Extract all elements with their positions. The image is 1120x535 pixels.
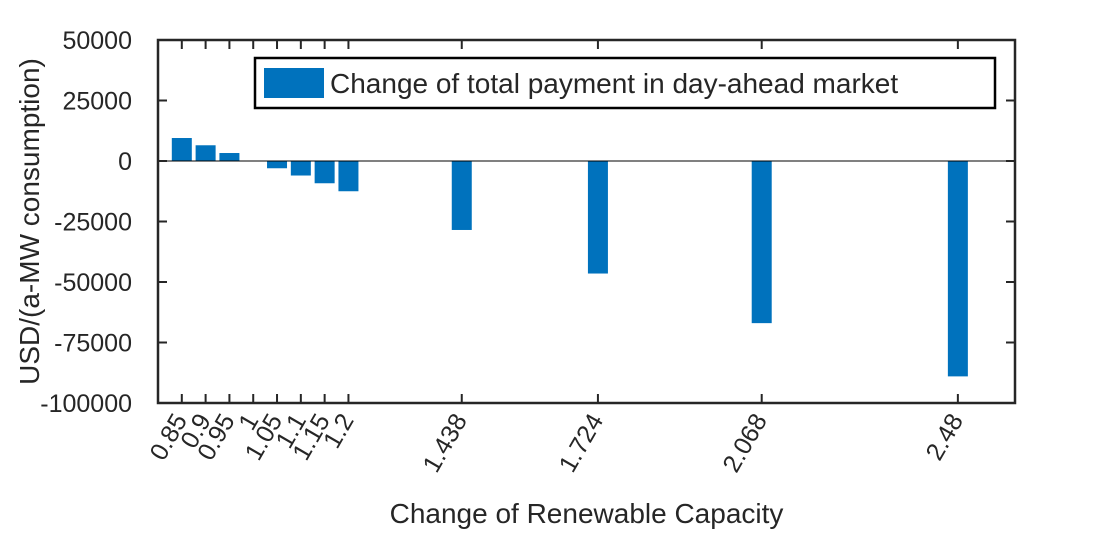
bar — [751, 161, 772, 324]
y-axis-label: USD/(a-MW consumption) — [14, 58, 45, 385]
x-tick-label: 1.2 — [318, 409, 360, 453]
bar — [314, 161, 335, 184]
bars — [171, 138, 968, 377]
bar — [451, 161, 472, 230]
y-tick-label: 25000 — [62, 88, 132, 116]
y-tick-label: -100000 — [40, 390, 132, 418]
bar — [219, 153, 240, 161]
y-tick-label: 0 — [118, 148, 132, 176]
bar — [195, 145, 216, 161]
legend-box — [253, 56, 997, 110]
legend-label: Change of total payment in day-ahead mar… — [330, 68, 898, 99]
bar — [587, 161, 608, 274]
bar — [338, 161, 359, 192]
bar — [171, 138, 192, 161]
x-tick-label: 2.068 — [717, 409, 773, 477]
x-tick-label: 2.48 — [920, 409, 969, 465]
bar — [267, 161, 288, 169]
legend-swatch — [264, 68, 324, 98]
x-axis-label: Change of Renewable Capacity — [390, 498, 784, 529]
y-axis-ticks: 50000 25000 0 -25000 -50000 -75000 -100000 — [40, 27, 1015, 418]
y-tick-label: -75000 — [54, 330, 132, 358]
x-tick-label: 1.438 — [417, 409, 473, 477]
y-tick-label: 50000 — [62, 27, 132, 55]
x-tick-label: 1.724 — [554, 409, 610, 477]
y-tick-label: -25000 — [54, 209, 132, 237]
y-tick-label: -50000 — [54, 269, 132, 297]
bar — [947, 161, 968, 377]
legend: Change of total payment in day-ahead mar… — [253, 56, 997, 110]
bar — [290, 161, 311, 176]
